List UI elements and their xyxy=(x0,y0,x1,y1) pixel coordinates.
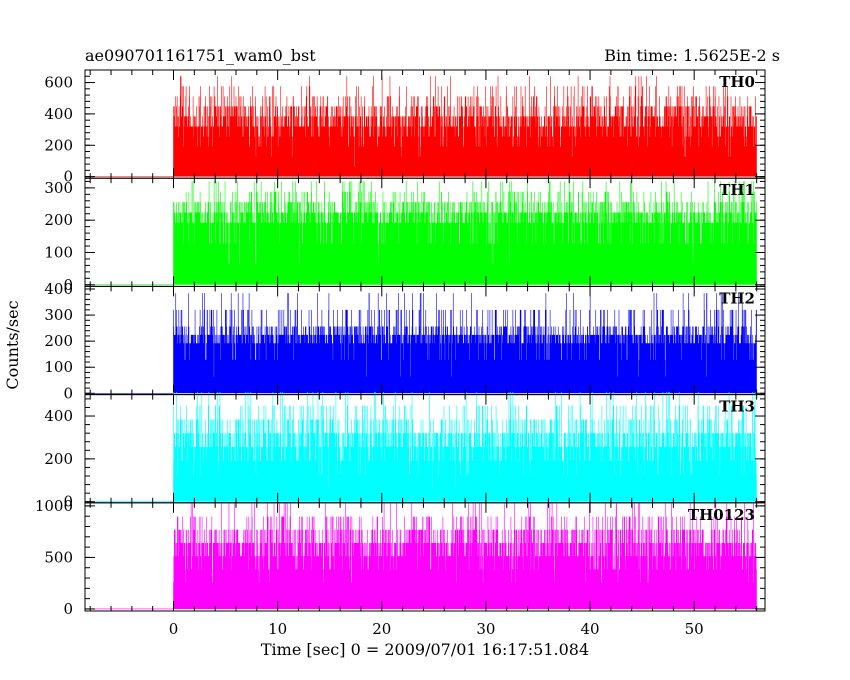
y-tick-label: 1000 xyxy=(35,497,73,515)
y-tick-label: 200 xyxy=(44,332,73,350)
chart-title-right: Bin time: 1.5625E-2 s xyxy=(604,46,780,65)
x-axis-label: Time [sec] 0 = 2009/07/01 16:17:51.084 xyxy=(261,640,589,659)
panel-th3: 0 200 400 TH3 xyxy=(44,392,766,511)
y-tick-label: 400 xyxy=(44,280,73,298)
x-tick-label: 0 xyxy=(169,620,179,638)
x-tick-label: 30 xyxy=(476,620,495,638)
series-th0123-line xyxy=(90,503,757,610)
panel-label-th3: TH3 xyxy=(719,398,755,416)
series-th3-line xyxy=(90,392,757,503)
y-tick-label: 0 xyxy=(63,493,73,511)
panel-label-th1: TH1 xyxy=(719,181,755,199)
y-tick-label: 0 xyxy=(63,384,73,402)
y-tick-label: 400 xyxy=(44,407,73,425)
panel-th0123: 0 500 1000 TH0123 xyxy=(35,497,766,618)
y-tick-label: 300 xyxy=(44,179,73,197)
series-th2-line xyxy=(90,293,757,394)
series-th1-line xyxy=(90,181,757,286)
panel-frame xyxy=(84,502,766,612)
y-tick-label: 500 xyxy=(44,548,73,566)
panel-label-th2: TH2 xyxy=(719,289,755,307)
panel-th0: 0 200 400 600 TH0 xyxy=(44,69,766,186)
x-tick-label: 10 xyxy=(268,620,287,638)
x-tick-label: 40 xyxy=(581,620,600,638)
y-tick-label: 0 xyxy=(63,168,73,186)
y-axis-label: Counts/sec xyxy=(3,300,22,389)
y-tick-label: 600 xyxy=(44,74,73,92)
y-tick-label: 200 xyxy=(44,211,73,229)
y-tick-label: 200 xyxy=(44,136,73,154)
y-tick-label: 100 xyxy=(44,243,73,261)
y-tick-label: 0 xyxy=(63,276,73,294)
y-tick-label: 300 xyxy=(44,306,73,324)
series-th0-line xyxy=(90,76,757,177)
y-tick-label: 400 xyxy=(44,105,73,123)
chart-title-left: ae090701161751_wam0_bst xyxy=(85,46,316,65)
panel-th2: 0 100 200 300 400 TH2 xyxy=(44,280,766,402)
x-tick-label: 20 xyxy=(372,620,391,638)
y-tick-label: 200 xyxy=(44,450,73,468)
y-tick-label: 100 xyxy=(44,358,73,376)
panel-th1: 0 100 200 300 TH1 xyxy=(44,177,766,294)
x-tick-label: 50 xyxy=(685,620,704,638)
y-tick-label: 0 xyxy=(63,600,73,618)
panel-label-th0123: TH0123 xyxy=(688,506,755,524)
panel-label-th0: TH0 xyxy=(719,73,755,91)
